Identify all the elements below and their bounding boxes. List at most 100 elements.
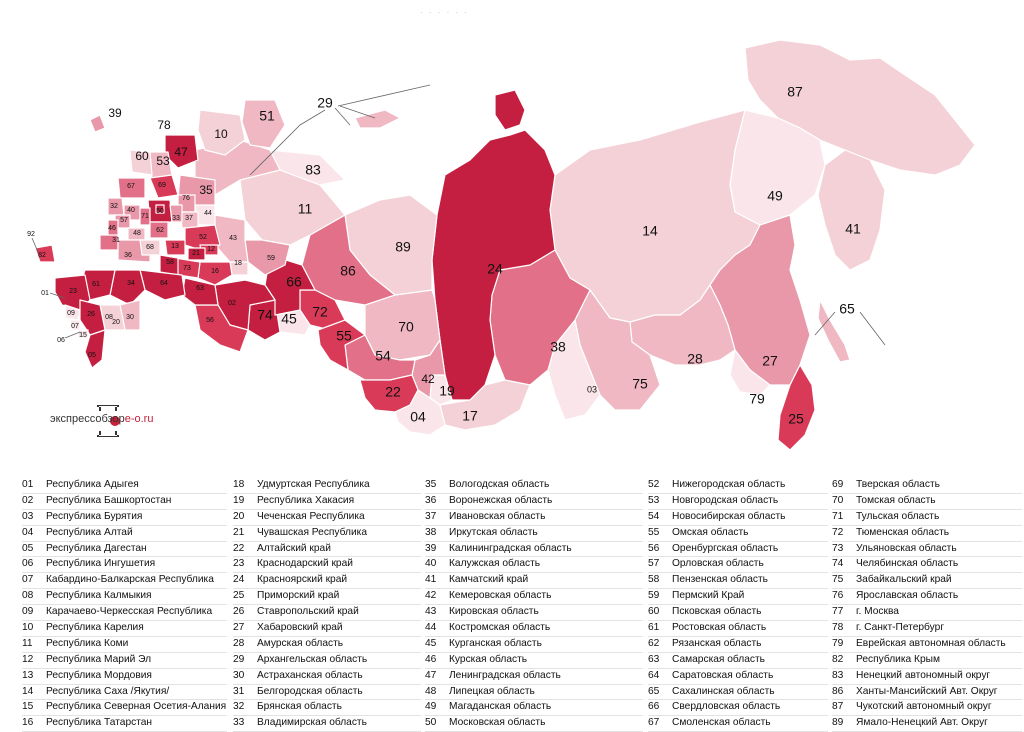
region-24-island bbox=[494, 89, 526, 131]
legend-name: Саратовская область bbox=[672, 669, 774, 681]
legend-name: Ростовская область bbox=[672, 622, 767, 634]
russia-regions-map: 87 49 41 14 65 27 28 79 25 75 03 38 24 1… bbox=[27, 39, 976, 451]
legend-code: 62 bbox=[648, 637, 660, 649]
legend-row: 39 Калининградская область bbox=[425, 542, 643, 558]
legend-name: Рязанская область bbox=[672, 637, 762, 649]
label-51: 51 bbox=[259, 108, 275, 124]
legend-code: 66 bbox=[648, 701, 660, 713]
label-33: 33 bbox=[172, 215, 180, 222]
legend-name: Смоленская область bbox=[672, 717, 771, 729]
legend-code: 67 bbox=[648, 717, 660, 729]
legend-code: 08 bbox=[22, 590, 34, 602]
legend-row: 24 Красноярский край bbox=[233, 573, 421, 590]
label-38: 38 bbox=[550, 339, 566, 355]
legend-code: 33 bbox=[233, 717, 245, 729]
legend-name: Омская область bbox=[672, 526, 749, 538]
legend-code: 47 bbox=[425, 669, 437, 681]
region-10 bbox=[197, 109, 246, 156]
legend-name: Чукотский автономный округ bbox=[856, 701, 992, 713]
legend-code: 76 bbox=[832, 590, 844, 602]
legend-row: 26 Ставропольский край bbox=[233, 605, 421, 622]
legend-name: Еврейская автономная область bbox=[856, 637, 1006, 649]
logo-frame bbox=[97, 405, 120, 437]
legend-row: 18 Удмуртская Республика bbox=[233, 478, 421, 494]
label-75: 75 bbox=[632, 376, 648, 392]
legend-name: Забайкальский край bbox=[856, 574, 952, 586]
leader-65 bbox=[814, 311, 836, 336]
label-23: 23 bbox=[69, 288, 77, 295]
legend-name: Республика Мордовия bbox=[46, 669, 152, 681]
legend-code: 52 bbox=[648, 479, 660, 490]
legend-code: 83 bbox=[832, 669, 844, 681]
label-30: 30 bbox=[126, 314, 134, 321]
label-46: 46 bbox=[108, 225, 116, 232]
label-89: 89 bbox=[395, 239, 411, 255]
legend-name: Новосибирская область bbox=[672, 510, 786, 522]
logo-prefix: экспрессобзор bbox=[50, 413, 125, 425]
legend-name: Камчатский край bbox=[449, 574, 529, 586]
legend-row: 36 Воронежская область bbox=[425, 494, 643, 510]
legend-code: 14 bbox=[22, 685, 34, 697]
legend-code: 39 bbox=[425, 542, 437, 554]
legend-name: Курская область bbox=[449, 653, 528, 665]
legend-row: 22 Алтайский край bbox=[233, 542, 421, 558]
region-69 bbox=[149, 174, 179, 199]
region-54 bbox=[344, 334, 416, 381]
label-43: 43 bbox=[229, 235, 237, 242]
legend-code: 13 bbox=[22, 669, 34, 681]
label-31: 31 bbox=[112, 237, 120, 244]
legend-name: Республика Ингушетия bbox=[46, 558, 156, 570]
legend-row: 07 Кабардино-Балкарская Республика bbox=[22, 573, 227, 590]
label-57: 57 bbox=[120, 217, 128, 224]
legend-name: Челябинская область bbox=[856, 558, 959, 570]
label-60: 60 bbox=[135, 149, 149, 163]
legend-code: 65 bbox=[648, 685, 660, 697]
legend-code: 29 bbox=[233, 653, 245, 665]
legend-code: 64 bbox=[648, 669, 660, 681]
legend-name: Республика Дагестан bbox=[46, 542, 147, 554]
legend-row: 75 Забайкальский край bbox=[832, 573, 1022, 590]
legend-name: Карачаево-Черкесская Республика bbox=[46, 606, 213, 618]
region-21 bbox=[187, 247, 206, 261]
legend-row: 40 Калужская область bbox=[425, 557, 643, 574]
legend-code: 75 bbox=[832, 574, 844, 586]
label-29: 29 bbox=[317, 95, 333, 111]
legend-row: 11 Республика Коми bbox=[22, 637, 227, 653]
region-legend: 01 Республика Адыгея 02 Республика Башкорто… bbox=[0, 478, 1024, 732]
region-79 bbox=[729, 349, 771, 396]
legend-row: 46 Курская область bbox=[425, 653, 643, 669]
region-67 bbox=[117, 177, 146, 199]
label-08: 08 bbox=[105, 314, 113, 321]
region-41 bbox=[817, 149, 886, 271]
legend-row: 82 Республика Крым bbox=[832, 653, 1022, 669]
legend-name: Липецкая область bbox=[449, 685, 535, 697]
legend-row: 13 Республика Мордовия bbox=[22, 669, 227, 685]
legend-code: 11 bbox=[22, 637, 33, 649]
label-01: 01 bbox=[41, 290, 49, 297]
label-18: 18 bbox=[234, 260, 242, 267]
legend-row: 37 Ивановская область bbox=[425, 510, 643, 526]
label-92: 92 bbox=[27, 231, 35, 238]
legend-code: 69 bbox=[832, 479, 844, 490]
label-21: 21 bbox=[192, 250, 200, 257]
legend-name: Ставропольский край bbox=[257, 606, 359, 618]
leader-29c bbox=[339, 105, 376, 119]
legend-name: Ненецкий автономный округ bbox=[856, 669, 991, 681]
legend-row: 30 Астраханская область bbox=[233, 669, 421, 685]
legend-row: 60 Псковская область bbox=[648, 605, 828, 622]
legend-row: 74 Челябинская область bbox=[832, 557, 1022, 574]
legend-code: 10 bbox=[22, 622, 34, 634]
legend-code: 30 bbox=[233, 669, 245, 681]
legend-code: 46 bbox=[425, 653, 437, 665]
legend-row: 31 Белгородская область bbox=[233, 685, 421, 701]
legend-code: 03 bbox=[22, 510, 34, 522]
legend-row: 52 Нижегородская область bbox=[648, 478, 828, 494]
leader-92 bbox=[31, 237, 39, 253]
label-06: 06 bbox=[57, 337, 65, 344]
label-47: 47 bbox=[174, 145, 188, 159]
legend-row: 87 Чукотский автономный округ bbox=[832, 700, 1022, 717]
legend-name: Астраханская область bbox=[257, 669, 363, 681]
legend-code: 73 bbox=[832, 542, 844, 554]
legend-name: Республика Адыгея bbox=[46, 479, 139, 490]
legend-row: 89 Ямало-Ненецкий Авт. Округ bbox=[832, 716, 1022, 732]
